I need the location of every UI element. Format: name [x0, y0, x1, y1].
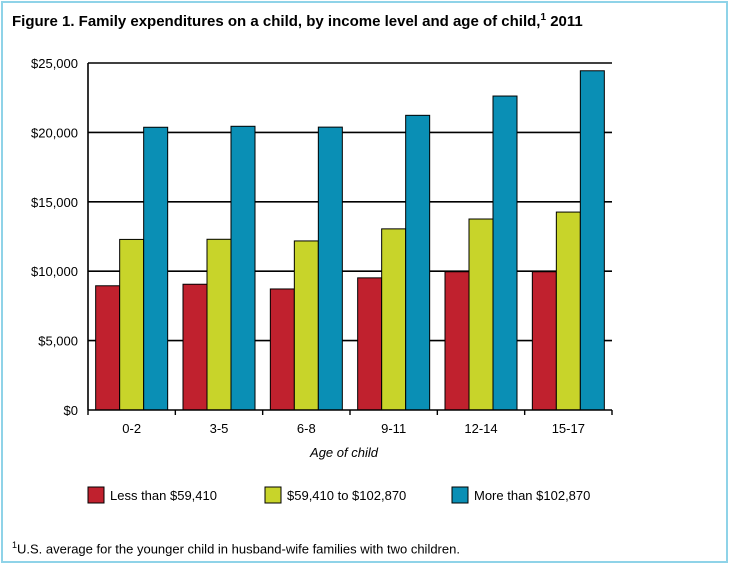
y-tick-labels: $0 $5,000 $10,000 $15,000 $20,000 $25,000: [31, 56, 78, 418]
x-axis-label: Age of child: [309, 445, 379, 460]
bar: [381, 228, 407, 411]
bar: [405, 114, 431, 411]
legend-label: Less than $59,410: [110, 488, 217, 503]
bar: [269, 288, 295, 411]
legend-swatch: [451, 486, 469, 504]
bar: [317, 126, 343, 411]
gridlines: [88, 62, 612, 342]
bar: [531, 271, 557, 411]
footnote-text: U.S. average for the younger child in hu…: [17, 541, 460, 557]
y-tick-label: $5,000: [38, 334, 78, 349]
bar: [182, 283, 208, 411]
legend-label: More than $102,870: [474, 488, 590, 503]
y-tick-label: $20,000: [31, 125, 78, 140]
footnote: 1U.S. average for the younger child in h…: [12, 540, 460, 556]
title-year: 2011: [546, 13, 583, 30]
legend-swatch: [87, 486, 105, 504]
bar: [143, 126, 169, 411]
bar: [579, 70, 605, 411]
bar: [119, 238, 145, 411]
x-tick-label: 0-2: [122, 421, 141, 436]
x-tick-label: 3-5: [210, 421, 229, 436]
x-tick-label: 9-11: [381, 421, 406, 436]
figure-title: Figure 1. Family expenditures on a child…: [12, 12, 583, 30]
bar: [293, 240, 319, 411]
y-tick-label: $15,000: [31, 195, 78, 210]
title-text: Figure 1. Family expenditures on a child…: [12, 13, 541, 30]
x-tick-label: 15-17: [552, 421, 585, 436]
x-tick-labels: 0-2 3-5 6-8 9-11 12-14 15-17: [122, 421, 585, 436]
title-footnote-marker: 1: [540, 12, 547, 23]
x-tick-label: 12-14: [464, 421, 497, 436]
bar: [357, 277, 383, 411]
bar: [468, 218, 494, 411]
bars: [95, 70, 605, 411]
x-tick-label: 6-8: [297, 421, 316, 436]
bar: [95, 285, 121, 411]
y-tick-label: $0: [64, 403, 78, 418]
legend-label: $59,410 to $102,870: [287, 488, 406, 503]
bar: [444, 271, 470, 411]
legend: Less than $59,410 $59,410 to $102,870 More…: [87, 486, 590, 504]
bar: [206, 238, 232, 411]
y-tick-label: $25,000: [31, 56, 78, 71]
y-tick-label: $10,000: [31, 264, 78, 279]
bar: [492, 95, 518, 411]
legend-swatch: [264, 486, 282, 504]
footnote-marker: 1: [12, 540, 18, 550]
axes: [87, 63, 613, 415]
bar: [555, 211, 581, 411]
bar: [230, 125, 256, 411]
